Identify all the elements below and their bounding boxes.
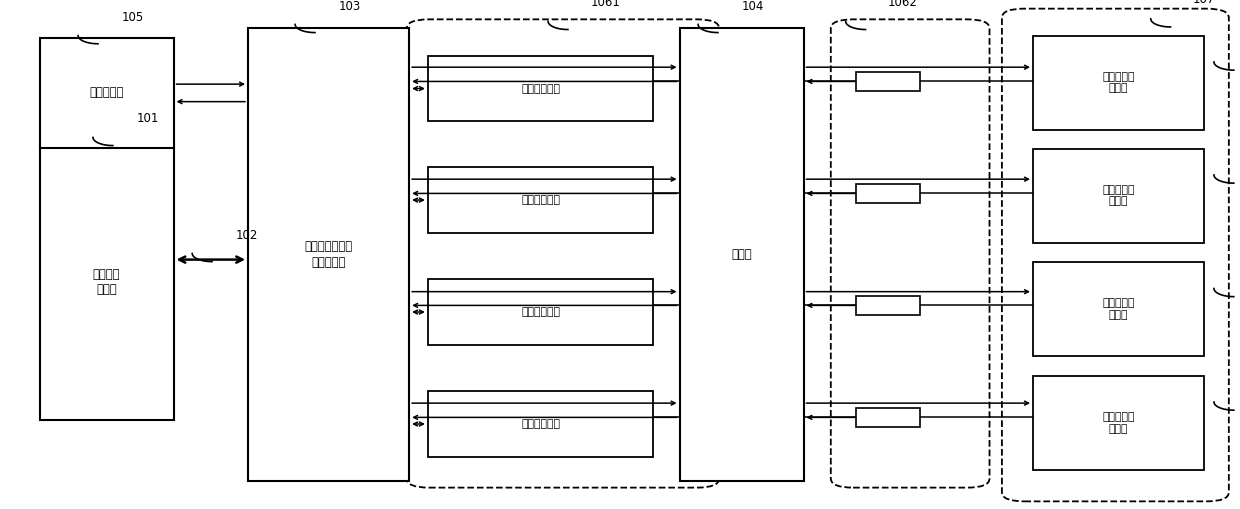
Bar [40,38,174,148]
Text: 陶瓷扬声器
激励器: 陶瓷扬声器 激励器 [1102,412,1135,434]
Text: 陶瓷扬声器
激励器: 陶瓷扬声器 激励器 [1102,185,1135,207]
Text: 连接器: 连接器 [732,248,751,261]
Text: 中央处理器: 中央处理器 [89,87,124,99]
Text: 105: 105 [122,11,144,24]
Text: 多通道陶瓷扬声
器驱动模块: 多通道陶瓷扬声 器驱动模块 [305,240,352,269]
Bar [1033,149,1204,243]
Text: 电流检测模块: 电流检测模块 [521,195,560,205]
Bar [680,28,804,481]
Text: 101: 101 [136,111,159,125]
Bar [40,145,174,420]
Bar [856,72,920,91]
Bar [1033,36,1204,130]
Text: 电流检测模块: 电流检测模块 [521,307,560,317]
Bar [428,391,653,457]
Text: 音频处理
器模块: 音频处理 器模块 [93,268,120,297]
Text: 1061: 1061 [590,0,620,9]
Bar [856,408,920,427]
Bar [248,28,409,481]
Bar [428,167,653,233]
Text: 104: 104 [742,0,764,13]
Bar [856,184,920,203]
Text: 电流检测模块: 电流检测模块 [521,83,560,94]
Text: 107: 107 [1193,0,1215,6]
Bar [1033,262,1204,356]
Text: 陶瓷扬声器
激励器: 陶瓷扬声器 激励器 [1102,72,1135,94]
Text: 103: 103 [339,0,361,13]
Bar [428,56,653,121]
Bar [1033,376,1204,470]
Bar [856,296,920,315]
Text: 1062: 1062 [888,0,918,9]
Bar [428,279,653,345]
Text: 102: 102 [236,229,258,242]
Text: 电流检测模块: 电流检测模块 [521,419,560,429]
Text: 陶瓷扬声器
激励器: 陶瓷扬声器 激励器 [1102,298,1135,320]
